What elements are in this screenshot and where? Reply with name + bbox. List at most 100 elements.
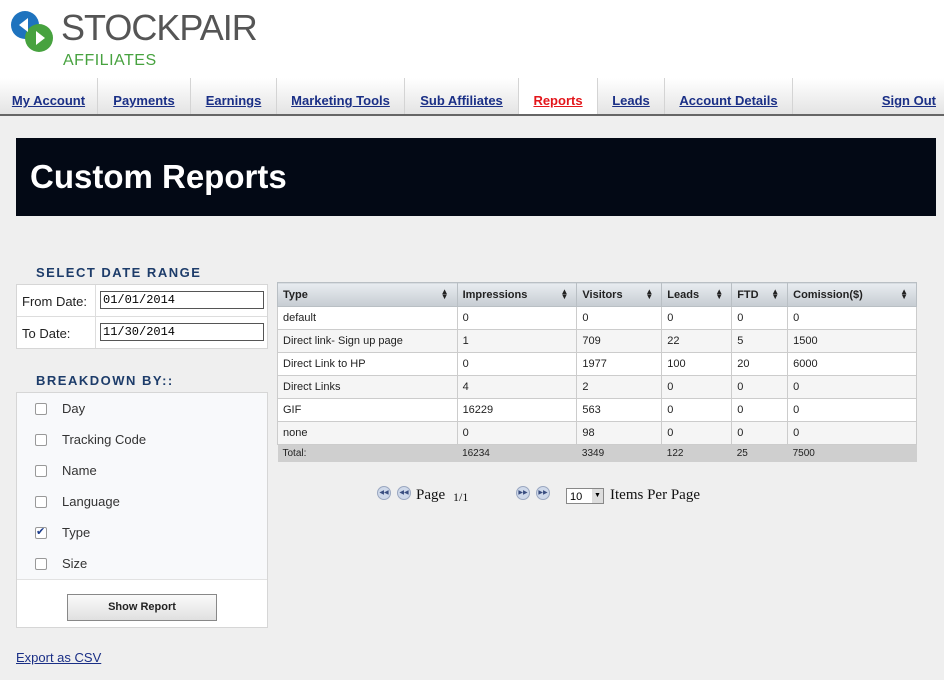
- column-header-ftd[interactable]: FTD ▲ ▼: [731, 282, 789, 307]
- table-cell: 16234: [457, 444, 577, 462]
- table-cell: 0: [731, 398, 789, 422]
- nav-my-account[interactable]: My Account: [0, 78, 98, 114]
- page-label: Page: [416, 487, 446, 503]
- table-cell: default: [277, 306, 458, 330]
- table-cell: 0: [456, 306, 578, 330]
- table-cell: 0: [731, 421, 789, 445]
- from-date-label: From Date:: [22, 294, 88, 309]
- column-header-leads[interactable]: Leads ▲ ▼: [661, 282, 733, 307]
- next-page-icon[interactable]: ▶▶: [516, 486, 530, 500]
- type-checkbox[interactable]: [35, 525, 47, 539]
- table-total-row: Total: 16234 3349 122 25 7500: [277, 444, 917, 462]
- table-cell: Direct Links: [277, 375, 458, 399]
- table-cell: 0: [456, 352, 578, 376]
- breakdown-option-name: Name: [17, 455, 267, 487]
- breakdown-option-type: Type: [17, 517, 267, 549]
- breakdown-option-label: Day: [62, 401, 86, 416]
- table-cell: 1500: [787, 329, 917, 353]
- nav-earnings[interactable]: Earnings: [191, 78, 277, 114]
- first-page-icon[interactable]: ◀◀: [377, 486, 391, 500]
- breakdown-option-language: Language: [17, 486, 267, 518]
- breakdown-option-label: Type: [62, 525, 91, 540]
- column-header-label: Type: [283, 288, 308, 301]
- table-cell: 0: [661, 398, 733, 422]
- from-date-input[interactable]: [100, 291, 264, 309]
- column-header-type[interactable]: Type ▲ ▼: [277, 282, 458, 307]
- size-checkbox[interactable]: [35, 558, 47, 570]
- brand-name: STOCKPAIR: [61, 7, 258, 48]
- table-row: Direct Links 4 2 0 0 0: [277, 375, 917, 399]
- column-header-impressions[interactable]: Impressions ▲ ▼: [456, 282, 578, 307]
- date-range-box: From Date: To Date:: [16, 284, 268, 349]
- last-page-icon[interactable]: ▶▶: [536, 486, 550, 500]
- table-cell: 4: [456, 375, 578, 399]
- table-cell: 100: [661, 352, 733, 376]
- previous-page-icon[interactable]: ◀◀: [397, 486, 411, 500]
- nav-marketing-tools[interactable]: Marketing Tools: [277, 78, 405, 114]
- table-cell: none: [277, 421, 458, 445]
- export-csv-link[interactable]: Export as CSV: [16, 650, 102, 665]
- nav-reports[interactable]: Reports: [519, 78, 598, 114]
- language-checkbox[interactable]: [35, 496, 47, 508]
- page-title: Custom Reports: [30, 158, 287, 195]
- sort-icon: ▲ ▼: [900, 287, 908, 301]
- column-header-label: Visitors: [582, 288, 623, 301]
- table-row: Direct Link to HP 0 1977 100 20 6000: [277, 352, 917, 376]
- column-header-label: Leads: [667, 288, 700, 301]
- table-cell: 2: [576, 375, 663, 399]
- name-checkbox[interactable]: [35, 465, 47, 477]
- sort-icon: ▲ ▼: [440, 287, 449, 301]
- table-cell: 5: [731, 329, 789, 353]
- table-cell: 1977: [576, 352, 663, 376]
- table-row: default 0 0 0 0 0: [277, 306, 917, 330]
- breakdown-option-label: Name: [62, 463, 97, 478]
- table-cell: 0: [731, 306, 789, 330]
- column-header-label: Impressions: [462, 288, 528, 301]
- date-range-title: SELECT DATE RANGE: [36, 265, 202, 280]
- nav-sign-out[interactable]: Sign Out: [881, 93, 936, 108]
- breakdown-option-size: Size: [17, 548, 267, 580]
- table-row: Direct link- Sign up page 1 709 22 5 150…: [277, 329, 917, 353]
- items-per-page-label: Items Per Page: [610, 487, 700, 503]
- from-date-row: From Date:: [17, 285, 267, 317]
- brand-subtitle: AFFILIATES: [63, 52, 157, 69]
- breakdown-option-day: Day: [17, 393, 267, 425]
- page-number: 1/1: [453, 490, 469, 504]
- to-date-input[interactable]: [100, 323, 264, 341]
- breakdown-option-label: Tracking Code: [62, 432, 147, 447]
- table-cell: 0: [576, 306, 663, 330]
- sort-icon: ▲ ▼: [715, 287, 724, 301]
- to-date-label: To Date:: [22, 326, 71, 341]
- table-cell: 0: [456, 421, 578, 445]
- table-cell: 98: [576, 421, 663, 445]
- day-checkbox[interactable]: [35, 403, 47, 415]
- to-date-row: To Date:: [17, 317, 267, 348]
- nav-leads[interactable]: Leads: [598, 78, 665, 114]
- column-header-label: Comission($): [793, 288, 863, 301]
- table-cell: 16229: [456, 398, 578, 422]
- show-report-button[interactable]: Show Report: [67, 594, 217, 621]
- items-per-page-select[interactable]: 10 ▼: [566, 488, 604, 504]
- nav-account-details[interactable]: Account Details: [665, 78, 793, 114]
- table-cell: 122: [661, 444, 732, 462]
- table-cell: 0: [661, 421, 733, 445]
- nav-payments[interactable]: Payments: [98, 78, 191, 114]
- table-header-row: Type ▲ ▼ Impressions ▲ ▼ Visitors ▲ ▼ Leads ▲ ▼ …: [277, 282, 917, 307]
- table-cell: 0: [787, 421, 917, 445]
- table-cell: 0: [787, 375, 917, 399]
- breakdown-option-tracking-code: Tracking Code: [17, 424, 267, 456]
- page-banner: Custom Reports: [16, 138, 936, 216]
- nav-sub-affiliates[interactable]: Sub Affiliates: [405, 78, 519, 114]
- column-header-commission[interactable]: Comission($) ▲ ▼: [787, 282, 917, 307]
- report-table: Type ▲ ▼ Impressions ▲ ▼ Visitors ▲ ▼ Leads ▲ ▼ …: [277, 282, 917, 462]
- table-cell: GIF: [277, 398, 458, 422]
- table-row: none 0 98 0 0 0: [277, 421, 917, 445]
- tracking-code-checkbox[interactable]: [35, 434, 47, 446]
- column-header-label: FTD: [737, 288, 759, 301]
- breakdown-option-label: Size: [62, 556, 88, 571]
- sort-icon: ▲ ▼: [645, 287, 654, 301]
- breakdown-option-label: Language: [62, 494, 120, 509]
- table-cell: 1: [456, 329, 578, 353]
- sort-icon: ▲ ▼: [771, 287, 780, 301]
- column-header-visitors[interactable]: Visitors ▲ ▼: [576, 282, 663, 307]
